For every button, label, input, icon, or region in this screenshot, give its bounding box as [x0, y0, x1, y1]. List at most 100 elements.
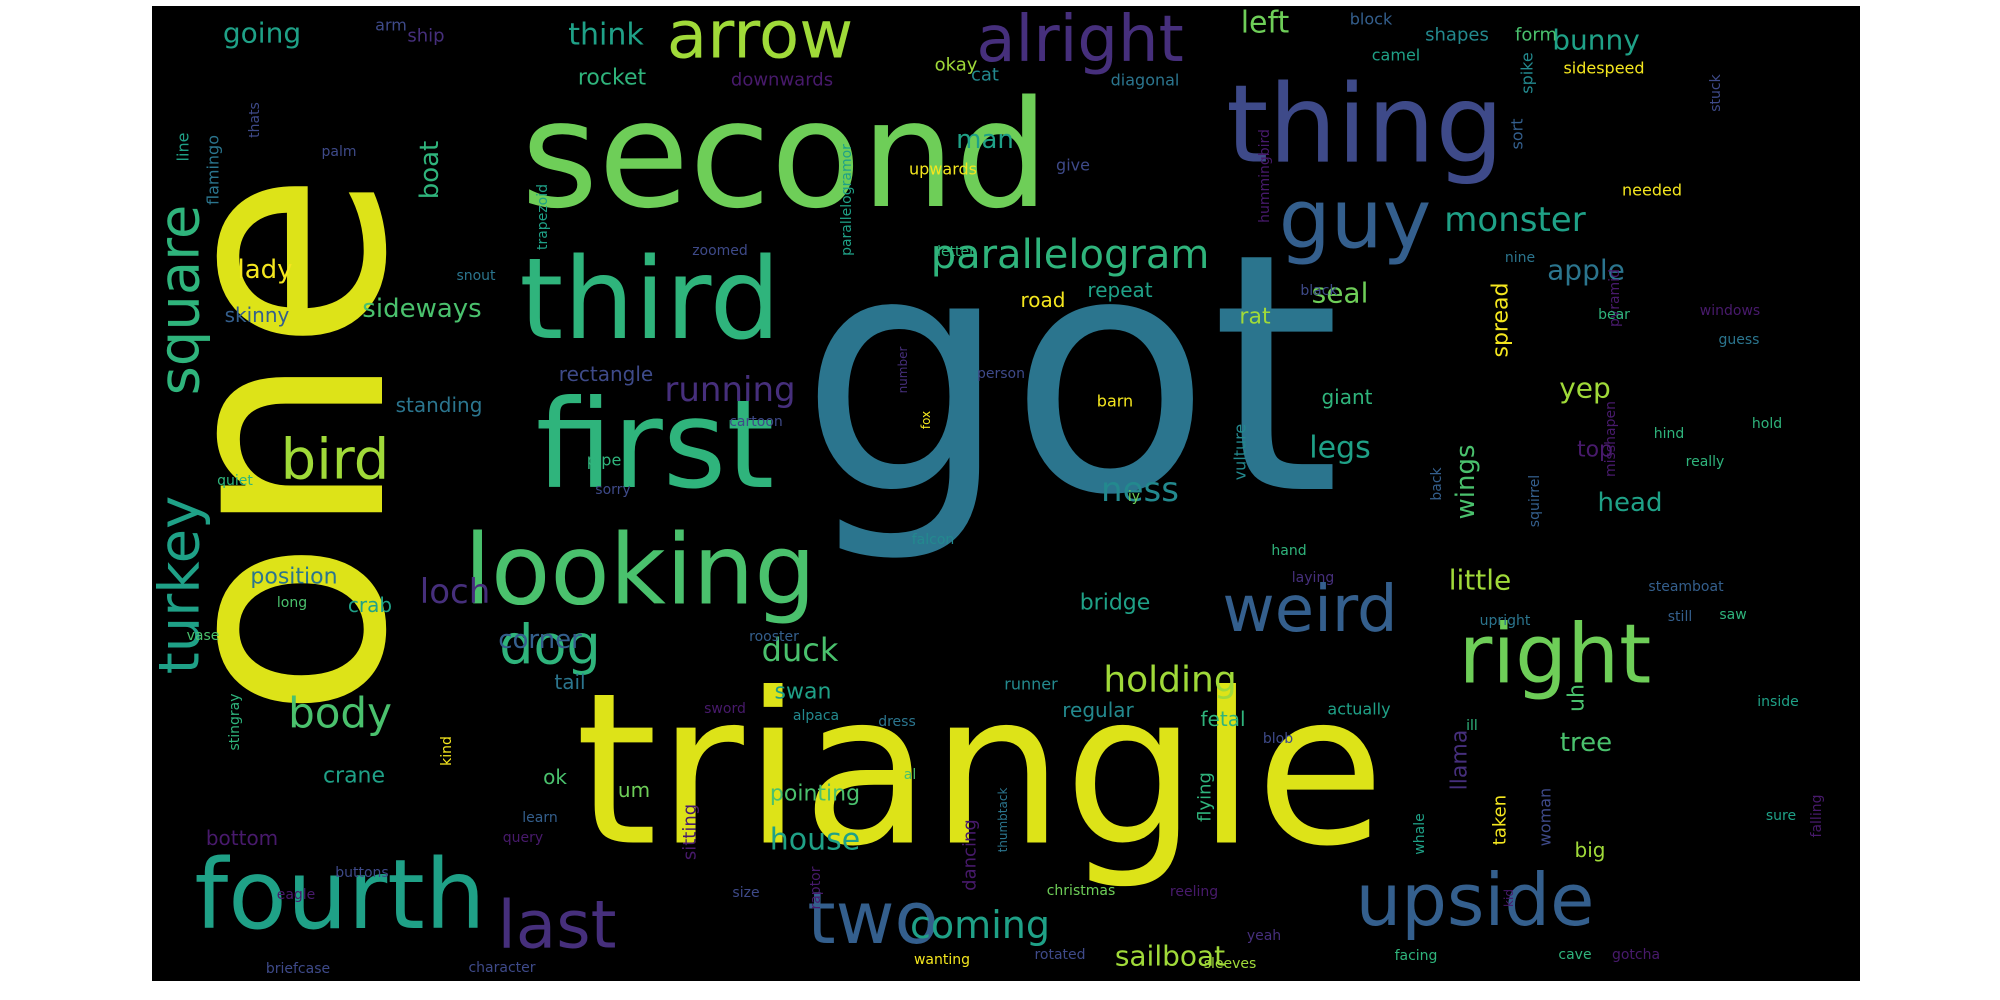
- cloud-word-reeling: reeling: [1170, 884, 1218, 900]
- cloud-word-palm: palm: [322, 144, 357, 160]
- cloud-word-bridge: bridge: [1080, 591, 1151, 616]
- cloud-word-needed: needed: [1622, 181, 1682, 200]
- cloud-word-sleeves: sleeves: [1204, 956, 1257, 972]
- cloud-word-corner: corner: [498, 625, 582, 655]
- cloud-word-fox: fox: [919, 411, 933, 429]
- cloud-word-dancing: dancing: [960, 819, 981, 891]
- cloud-word-number: number: [896, 347, 910, 394]
- cloud-word-triangle: triangle: [575, 648, 1385, 893]
- cloud-word-boat: boat: [415, 141, 445, 200]
- cloud-word-last: last: [497, 887, 616, 964]
- cloud-word-little: little: [1449, 564, 1512, 597]
- cloud-word-upright: upright: [1480, 613, 1531, 629]
- cloud-word-pyramid: pyramid: [1607, 269, 1623, 327]
- cloud-word-thumbtack: thumbtack: [996, 788, 1010, 853]
- cloud-word-standing: standing: [396, 393, 483, 417]
- cloud-word-bear: bear: [1598, 307, 1630, 323]
- cloud-word-vase: vase: [187, 628, 220, 644]
- cloud-word-snout: snout: [456, 268, 496, 284]
- cloud-word-spread: spread: [1489, 283, 1514, 358]
- cloud-word-duck: duck: [762, 631, 839, 669]
- cloud-word-person: person: [977, 366, 1025, 382]
- cloud-word-blob: blob: [1263, 731, 1293, 747]
- cloud-word-left: left: [1241, 6, 1290, 41]
- cloud-word-square: square: [152, 205, 213, 396]
- cloud-word-okay: okay: [935, 55, 978, 76]
- cloud-word-apple: apple: [1547, 254, 1625, 287]
- cloud-word-gotcha: gotcha: [1612, 947, 1660, 963]
- cloud-word-bunny: bunny: [1552, 24, 1640, 57]
- cloud-word-wanting: wanting: [914, 952, 970, 968]
- cloud-word-al: al: [904, 767, 916, 783]
- cloud-word-sitting: sitting: [680, 804, 701, 860]
- cloud-word-tree: tree: [1560, 728, 1612, 758]
- cloud-word-diagonal: diagonal: [1111, 71, 1180, 90]
- cloud-word-body: body: [288, 689, 392, 738]
- cloud-word-dog: dog: [499, 614, 601, 677]
- cloud-word-sideways: sideways: [362, 294, 481, 324]
- cloud-word-sidespeed: sidespeed: [1563, 59, 1644, 78]
- cloud-word-falcon: falcon: [912, 532, 955, 548]
- cloud-word-parallelogramor: parallelogramor: [839, 144, 855, 256]
- cloud-word-hold: hold: [1752, 416, 1782, 432]
- cloud-word-character: character: [468, 960, 535, 976]
- cloud-word-line: line: [174, 133, 193, 162]
- cloud-word-holding: holding: [1103, 660, 1236, 701]
- cloud-word-long: long: [277, 595, 307, 611]
- word-cloud-panel: got one triangle second first third thing looki…: [152, 6, 1860, 981]
- cloud-word-sort: sort: [1508, 119, 1527, 150]
- cloud-word-upwards: upwards: [909, 160, 977, 179]
- cloud-word-got: got: [800, 183, 1341, 567]
- cloud-word-whale: whale: [1412, 813, 1428, 854]
- cloud-word-stuck: stuck: [1708, 73, 1724, 111]
- cloud-word-vulture: vulture: [1231, 424, 1250, 481]
- cloud-word-third: third: [519, 235, 780, 365]
- cloud-word-regular: regular: [1062, 698, 1134, 722]
- cloud-word-uh: uh: [1565, 684, 1590, 712]
- cloud-word-steamboat: steamboat: [1648, 579, 1724, 595]
- cloud-word-eagle: eagle: [277, 887, 316, 903]
- cloud-word-road: road: [1021, 288, 1066, 312]
- cloud-word-fetal: fetal: [1201, 707, 1246, 731]
- cloud-word-big: big: [1575, 838, 1606, 862]
- cloud-word-sorry: sorry: [595, 482, 630, 498]
- cloud-word-upside: upside: [1356, 858, 1595, 942]
- cloud-word-learn: learn: [522, 810, 557, 826]
- cloud-word-guess: guess: [1719, 332, 1760, 348]
- cloud-word-squirrel: squirrel: [1527, 475, 1543, 527]
- cloud-word-christmas: christmas: [1047, 883, 1116, 899]
- cloud-word-coming: coming: [910, 903, 1050, 947]
- cloud-word-looking: looking: [464, 514, 816, 627]
- cloud-word-two: two: [807, 876, 938, 960]
- cloud-word-sword: sword: [704, 701, 746, 717]
- cloud-word-black: black: [1300, 283, 1338, 299]
- cloud-word-give: give: [1056, 156, 1090, 175]
- cloud-word-loch: loch: [420, 572, 491, 612]
- cloud-word-rotated: rotated: [1034, 947, 1085, 963]
- cloud-word-position: position: [250, 565, 337, 590]
- cloud-word-hind: hind: [1654, 426, 1685, 442]
- cloud-word-still: still: [1668, 609, 1692, 625]
- cloud-word-woman: woman: [1536, 788, 1555, 846]
- cloud-word-dress: dress: [878, 714, 916, 730]
- cloud-word-alright: alright: [976, 6, 1183, 77]
- cloud-word-windows: windows: [1700, 303, 1760, 319]
- cloud-word-hand: hand: [1271, 543, 1306, 559]
- cloud-word-falling: falling: [1809, 795, 1825, 838]
- cloud-word-hummingbird: hummingbird: [1257, 129, 1273, 223]
- cloud-word-inside: inside: [1757, 694, 1798, 710]
- cloud-word-tail: tail: [554, 670, 585, 694]
- cloud-word-legs: legs: [1309, 431, 1370, 466]
- cloud-word-head: head: [1598, 488, 1663, 518]
- cloud-word-giant: giant: [1321, 385, 1372, 409]
- cloud-word-weird: weird: [1222, 573, 1397, 647]
- cloud-word-running: running: [664, 370, 795, 410]
- cloud-word-runner: runner: [1004, 675, 1058, 694]
- cloud-word-back: back: [1429, 466, 1445, 500]
- cloud-word-quiet: quiet: [217, 473, 253, 489]
- cloud-word-thing: thing: [1226, 63, 1504, 188]
- cloud-word-cartoon: cartoon: [729, 414, 783, 430]
- cloud-word-sailboat: sailboat: [1115, 940, 1225, 973]
- cloud-word-arm: arm: [375, 16, 407, 35]
- cloud-word-house: house: [770, 823, 860, 858]
